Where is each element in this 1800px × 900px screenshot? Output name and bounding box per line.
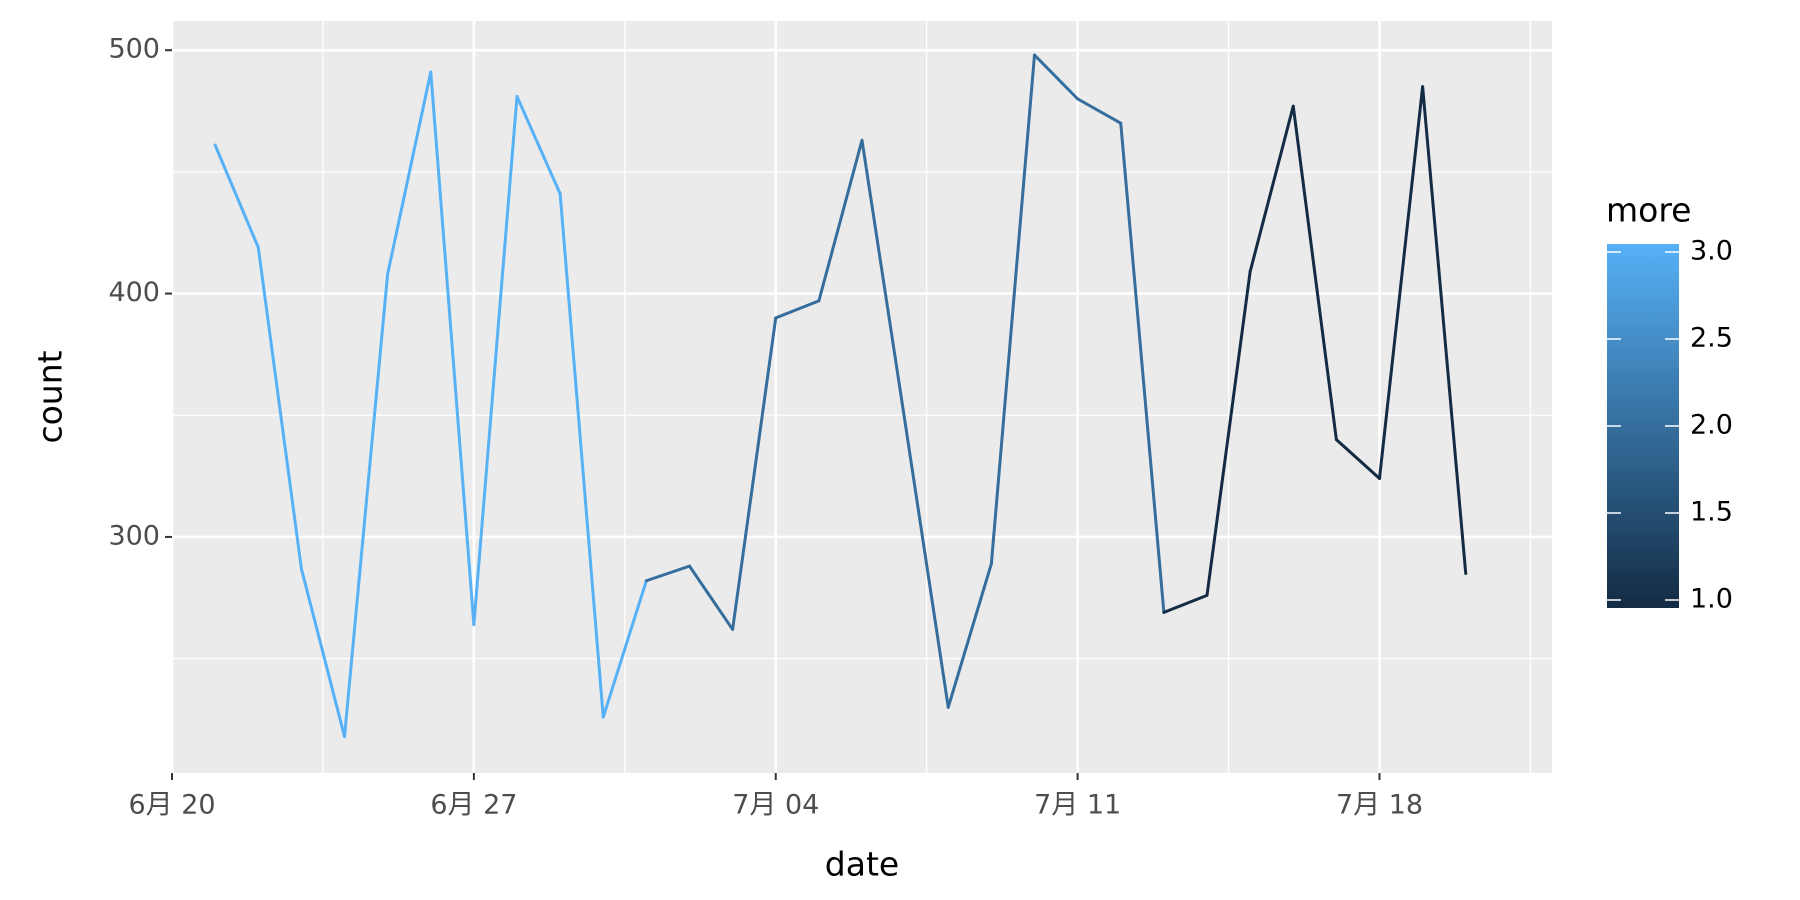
line-segment — [472, 94, 519, 627]
legend-tick-label: 1.0 — [1690, 584, 1733, 615]
y-tick-label: 300 — [108, 520, 160, 551]
line-segment — [1119, 121, 1166, 614]
line-segment — [343, 272, 390, 738]
x-tick-label: 6月 27 — [430, 790, 517, 821]
line-segment — [601, 579, 648, 719]
line-segment — [903, 421, 950, 709]
y-axis-title: count — [31, 350, 70, 443]
line-segment — [946, 562, 993, 709]
x-axis-title: date — [825, 845, 899, 884]
grid — [170, 21, 1552, 773]
line-segment — [731, 316, 778, 631]
x-tick-label: 7月 11 — [1034, 790, 1121, 821]
lines — [213, 53, 1468, 738]
y-tick-label: 400 — [108, 277, 160, 308]
line-segment — [817, 138, 864, 303]
line-segment — [1033, 53, 1080, 101]
x-tick-label: 7月 04 — [732, 790, 819, 821]
line-segment — [1076, 97, 1123, 125]
line-segment — [558, 192, 605, 719]
line-segment — [989, 53, 1036, 566]
line-segment — [1334, 438, 1381, 481]
line-segment — [1248, 104, 1295, 274]
x-tick-label: 6月 20 — [128, 790, 215, 821]
line-segment — [774, 299, 821, 320]
line-segment — [213, 143, 260, 249]
line-segment — [1205, 270, 1252, 597]
legend-tick-label: 2.5 — [1690, 323, 1733, 354]
line-segment — [1378, 85, 1425, 481]
line-segment — [515, 94, 562, 196]
legend-tick-label: 1.5 — [1690, 497, 1733, 528]
line-segment — [299, 567, 346, 738]
legend-title: more — [1606, 191, 1691, 230]
line-segment — [386, 70, 433, 276]
legend-tick-label: 2.0 — [1690, 410, 1733, 441]
line-segment — [1421, 85, 1468, 575]
line-segment — [256, 245, 303, 571]
x-tick-label: 7月 18 — [1336, 790, 1423, 821]
line-segment — [860, 138, 907, 425]
y-tick-label: 500 — [108, 34, 160, 65]
line-segment — [429, 70, 476, 627]
line-segment — [688, 564, 735, 631]
line-segment — [644, 564, 691, 583]
line-segment — [1291, 104, 1338, 442]
line-segment — [1162, 593, 1209, 614]
panel — [172, 21, 1552, 773]
legend-tick-label: 3.0 — [1690, 236, 1733, 267]
